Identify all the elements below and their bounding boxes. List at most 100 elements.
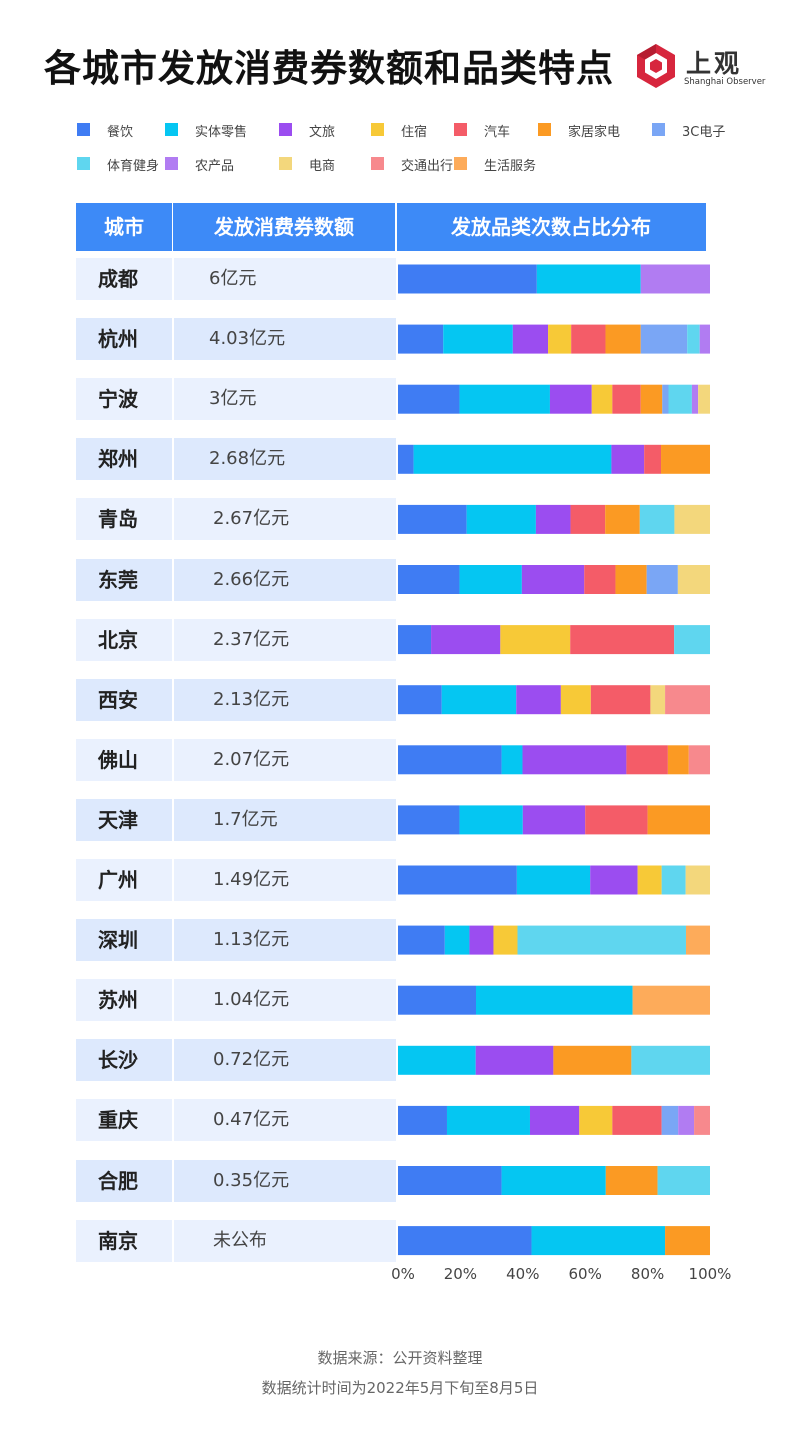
bar-segment xyxy=(637,865,662,895)
bar-segment xyxy=(612,1105,662,1135)
city-name: 青岛 xyxy=(98,507,138,532)
legend-swatch xyxy=(371,157,384,170)
row-divider xyxy=(172,618,174,661)
bar-segment xyxy=(441,685,517,715)
bar-segment xyxy=(615,565,647,594)
city-name: 北京 xyxy=(98,627,138,652)
bar-segment xyxy=(674,625,710,655)
bar-segment xyxy=(398,264,537,294)
legend-label: 实体零售 xyxy=(195,125,248,140)
bar-segment xyxy=(668,384,692,414)
voucher-amount: 2.37亿元 xyxy=(213,628,290,650)
bar-segment xyxy=(398,925,445,955)
row-divider xyxy=(172,859,174,901)
bar-segment xyxy=(459,565,522,594)
city-name: 重庆 xyxy=(98,1108,138,1133)
logo-subtitle: Shanghai Observer xyxy=(684,77,766,87)
table-row xyxy=(76,258,396,300)
row-divider xyxy=(172,979,174,1022)
legend-label: 餐饮 xyxy=(107,125,134,140)
legend-swatch xyxy=(371,123,384,136)
bar-segment xyxy=(398,384,460,414)
legend-label: 电商 xyxy=(309,159,336,174)
bar-segment xyxy=(516,865,591,895)
bar-segment xyxy=(398,1226,532,1256)
bar-segment xyxy=(501,1166,606,1195)
row-divider xyxy=(172,258,174,300)
table-row xyxy=(76,919,396,962)
city-name: 东莞 xyxy=(98,567,138,592)
legend-label: 交通出行 xyxy=(401,159,454,174)
row-divider xyxy=(172,558,174,601)
bar-segment xyxy=(398,685,442,715)
bar-segment xyxy=(516,685,561,715)
bar-segment xyxy=(647,805,710,835)
bar-segment xyxy=(662,384,669,414)
bar-segment xyxy=(694,1105,710,1135)
voucher-amount: 2.68亿元 xyxy=(209,448,286,470)
bar-segment xyxy=(531,1226,666,1256)
x-tick-label: 80% xyxy=(631,1265,664,1283)
bar-segment xyxy=(678,1105,695,1135)
bar-segment xyxy=(626,745,668,775)
voucher-amount: 1.7亿元 xyxy=(213,808,278,830)
bar-segment xyxy=(590,685,651,715)
bar-segment xyxy=(500,625,571,655)
voucher-amount: 2.67亿元 xyxy=(213,508,290,530)
header-amount: 发放消费券数额 xyxy=(173,203,395,251)
bar-segment xyxy=(579,1105,613,1135)
city-name: 合肥 xyxy=(98,1168,138,1193)
bar-segment xyxy=(444,925,470,955)
bar-segment xyxy=(605,504,640,534)
bar-segment xyxy=(398,565,460,594)
legend-label: 家居家电 xyxy=(568,125,621,140)
bar-segment xyxy=(398,805,460,835)
row-divider xyxy=(172,919,174,962)
row-divider xyxy=(172,1219,174,1262)
voucher-amount: 1.13亿元 xyxy=(213,929,290,951)
bar-segment xyxy=(674,504,710,534)
voucher-amount: 0.35亿元 xyxy=(213,1169,290,1191)
bar-segment xyxy=(459,384,550,414)
bar-segment xyxy=(535,504,571,534)
voucher-amount: 6亿元 xyxy=(209,268,257,289)
bar-segment xyxy=(650,685,666,715)
bar-segment xyxy=(522,805,586,835)
bar-segment xyxy=(549,384,592,414)
table-row xyxy=(76,318,396,361)
city-name: 西安 xyxy=(98,687,138,712)
footer-period: 数据统计时间为2022年5月下旬至8月5日 xyxy=(261,1379,539,1397)
city-name: 宁波 xyxy=(98,387,138,412)
bar-segment xyxy=(591,384,613,414)
legend-swatch xyxy=(538,123,551,136)
bar-segment xyxy=(398,1105,447,1135)
x-tick-label: 0% xyxy=(391,1265,415,1283)
legend-label: 住宿 xyxy=(401,125,428,140)
table-row xyxy=(76,438,396,481)
city-name: 天津 xyxy=(98,807,138,832)
bar-segment xyxy=(665,1226,710,1256)
city-name: 杭州 xyxy=(98,327,138,352)
row-divider xyxy=(172,1039,174,1082)
bar-segment xyxy=(698,384,710,414)
city-name: 佛山 xyxy=(98,747,138,772)
bar-segment xyxy=(691,384,699,414)
bar-segment xyxy=(431,625,501,655)
bar-segment xyxy=(631,1045,710,1075)
row-divider xyxy=(172,378,174,421)
legend-label: 3C电子 xyxy=(682,125,726,140)
table-row xyxy=(76,558,396,601)
voucher-amount: 0.72亿元 xyxy=(213,1049,290,1071)
table-row xyxy=(76,859,396,901)
bar-segment xyxy=(687,324,700,354)
bar-segment xyxy=(521,565,585,594)
bar-segment xyxy=(677,565,710,594)
table-row xyxy=(76,618,396,661)
bar-segment xyxy=(612,384,641,414)
legend-label: 生活服务 xyxy=(484,159,537,174)
bar-segment xyxy=(585,805,648,835)
city-name: 深圳 xyxy=(98,928,138,953)
bar-segment xyxy=(512,324,549,354)
bar-segment xyxy=(665,685,710,715)
